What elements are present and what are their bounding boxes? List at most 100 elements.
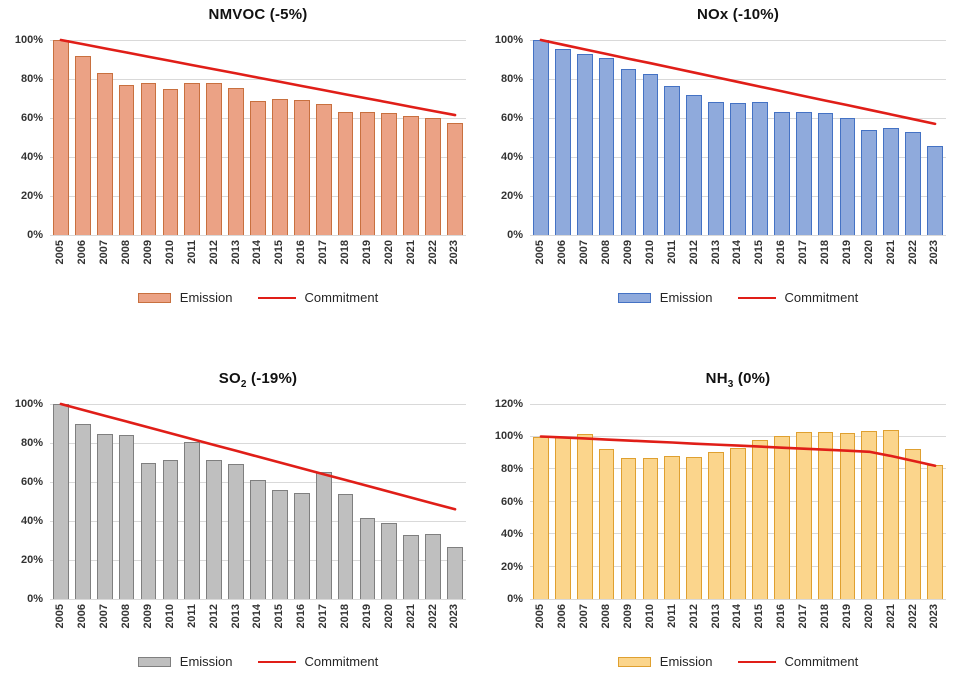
chart-title-main: SO xyxy=(218,370,241,387)
x-axis-tick: 2012 xyxy=(683,240,705,282)
x-axis-tick-label: 2019 xyxy=(840,240,853,265)
x-axis-tick-label: 2020 xyxy=(382,604,395,629)
bar-slot xyxy=(552,40,574,235)
bar-slot xyxy=(138,40,160,235)
y-axis-tick-label: 40% xyxy=(20,151,43,163)
chart-title: NMVOC (-5%) xyxy=(4,6,466,26)
bar-slot xyxy=(639,404,661,599)
x-axis-tick: 2017 xyxy=(793,604,815,646)
bar-slot xyxy=(705,404,727,599)
y-axis: 0% 20% 40% 60% 80% 100% 120% xyxy=(484,398,530,605)
chart-title-suffix: (0%) xyxy=(733,370,771,387)
bar-slot xyxy=(749,40,771,235)
x-axis-tick-label: 2015 xyxy=(273,604,286,629)
x-axis-tick-label: 2012 xyxy=(207,604,220,629)
x-axis-tick: 2016 xyxy=(291,240,313,282)
x-axis: 2005 2006 2007 2008 2009 2010 2011 2012 2013 2014… xyxy=(530,240,946,282)
x-axis-tick-label: 2023 xyxy=(448,604,461,629)
x-axis-tick: 2022 xyxy=(902,240,924,282)
emission-swatch xyxy=(137,656,171,667)
emission-bar xyxy=(250,101,266,235)
emission-bar xyxy=(817,432,834,599)
y-axis-tick-label: 40% xyxy=(500,151,523,163)
emission-bar xyxy=(905,131,921,235)
bar-slot xyxy=(72,404,94,599)
x-axis-tick: 2005 xyxy=(50,604,72,646)
x-axis-tick-label: 2021 xyxy=(404,240,417,265)
x-axis-tick-label: 2017 xyxy=(317,604,330,629)
x-axis-tick-label: 2012 xyxy=(687,240,700,265)
x-axis-tick-label: 2006 xyxy=(76,240,89,265)
x-axis-tick-label: 2018 xyxy=(339,604,352,629)
bar-slot xyxy=(269,40,291,235)
x-axis-tick: 2016 xyxy=(291,604,313,646)
x-axis-tick: 2013 xyxy=(225,240,247,282)
x-axis-tick-label: 2010 xyxy=(643,604,656,629)
emission-bar xyxy=(293,492,310,599)
gridline xyxy=(530,403,946,405)
emission-bar xyxy=(861,129,878,235)
bar-slot xyxy=(225,40,247,235)
x-axis-tick-label: 2015 xyxy=(273,240,286,265)
x-axis-tick: 2005 xyxy=(50,240,72,282)
x-axis-tick-label: 2016 xyxy=(295,240,308,265)
x-axis-tick-label: 2021 xyxy=(404,604,417,629)
emission-bar xyxy=(447,547,463,599)
emission-bar xyxy=(271,99,288,235)
x-axis-tick: 2010 xyxy=(639,604,661,646)
x-axis-tick: 2023 xyxy=(444,604,466,646)
y-axis: 0% 20% 40% 60% 80% 100% xyxy=(484,34,530,241)
x-axis-tick-label: 2015 xyxy=(753,240,766,265)
x-axis-tick: 2018 xyxy=(335,604,357,646)
x-axis-tick-label: 2023 xyxy=(448,240,461,265)
bar-slot xyxy=(902,40,924,235)
chart-nh3: NH3 (0%) 0% 20% 40% 60% 80% 100% 120% 2005 2006… xyxy=(480,338,960,677)
bar-slot xyxy=(661,404,683,599)
emission-bar xyxy=(686,94,703,235)
x-axis-tick: 2009 xyxy=(618,604,640,646)
gridline xyxy=(50,234,466,236)
bar-slot xyxy=(639,40,661,235)
chart-nmvoc: NMVOC (-5%) 0% 20% 40% 60% 80% 100% 2005 2006 2… xyxy=(0,0,480,338)
x-axis-tick: 2009 xyxy=(618,240,640,282)
gridline xyxy=(50,78,466,80)
emission-bar xyxy=(337,112,354,235)
emission-bar xyxy=(708,102,724,235)
emission-bar xyxy=(708,451,724,599)
emission-bar xyxy=(271,489,288,599)
bar-slot xyxy=(836,40,858,235)
x-axis-tick: 2012 xyxy=(683,604,705,646)
x-axis-tick-label: 2009 xyxy=(622,240,634,265)
plot-area xyxy=(50,404,466,600)
y-axis-tick-label: 20% xyxy=(500,560,523,573)
x-axis-tick: 2018 xyxy=(815,604,837,646)
emission-bar xyxy=(598,448,615,599)
x-axis-tick: 2019 xyxy=(356,604,378,646)
x-axis-tick: 2019 xyxy=(836,604,858,646)
emission-bar xyxy=(315,472,332,599)
x-axis-tick-label: 2023 xyxy=(928,604,941,629)
emission-bar xyxy=(795,431,812,599)
gridline xyxy=(530,39,946,41)
x-axis-tick-label: 2005 xyxy=(534,604,547,629)
emission-bar xyxy=(96,434,113,599)
x-axis-tick: 2008 xyxy=(116,604,138,646)
x-axis-tick: 2012 xyxy=(203,240,225,282)
gridline xyxy=(530,234,946,236)
emission-bar xyxy=(184,442,201,599)
emission-bar xyxy=(140,82,157,235)
x-axis-tick: 2007 xyxy=(574,604,596,646)
x-axis-tick: 2023 xyxy=(924,240,946,282)
x-axis-tick-label: 2021 xyxy=(884,604,897,629)
bar-slot xyxy=(574,404,596,599)
emission-bar xyxy=(642,74,659,235)
emission-bar xyxy=(74,423,91,599)
chart-title: SO2 (-19%) xyxy=(4,370,466,390)
emission-legend-label: Emission xyxy=(659,654,713,669)
x-axis-tick: 2020 xyxy=(378,240,400,282)
emission-bars xyxy=(530,40,946,235)
emission-bar xyxy=(381,113,398,235)
x-axis-tick: 2021 xyxy=(880,604,902,646)
y-axis-tick-label: 20% xyxy=(20,190,43,202)
